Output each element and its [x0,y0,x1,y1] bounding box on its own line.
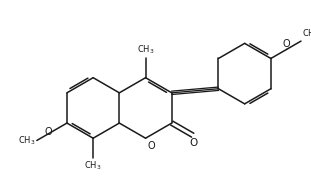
Text: CH$_3$: CH$_3$ [18,134,36,147]
Text: O: O [189,138,197,148]
Text: O: O [283,39,290,49]
Text: O: O [44,127,52,137]
Text: CH$_3$: CH$_3$ [137,44,154,56]
Text: CH$_3$: CH$_3$ [302,28,311,40]
Text: CH$_3$: CH$_3$ [84,160,102,172]
Text: O: O [147,141,155,151]
